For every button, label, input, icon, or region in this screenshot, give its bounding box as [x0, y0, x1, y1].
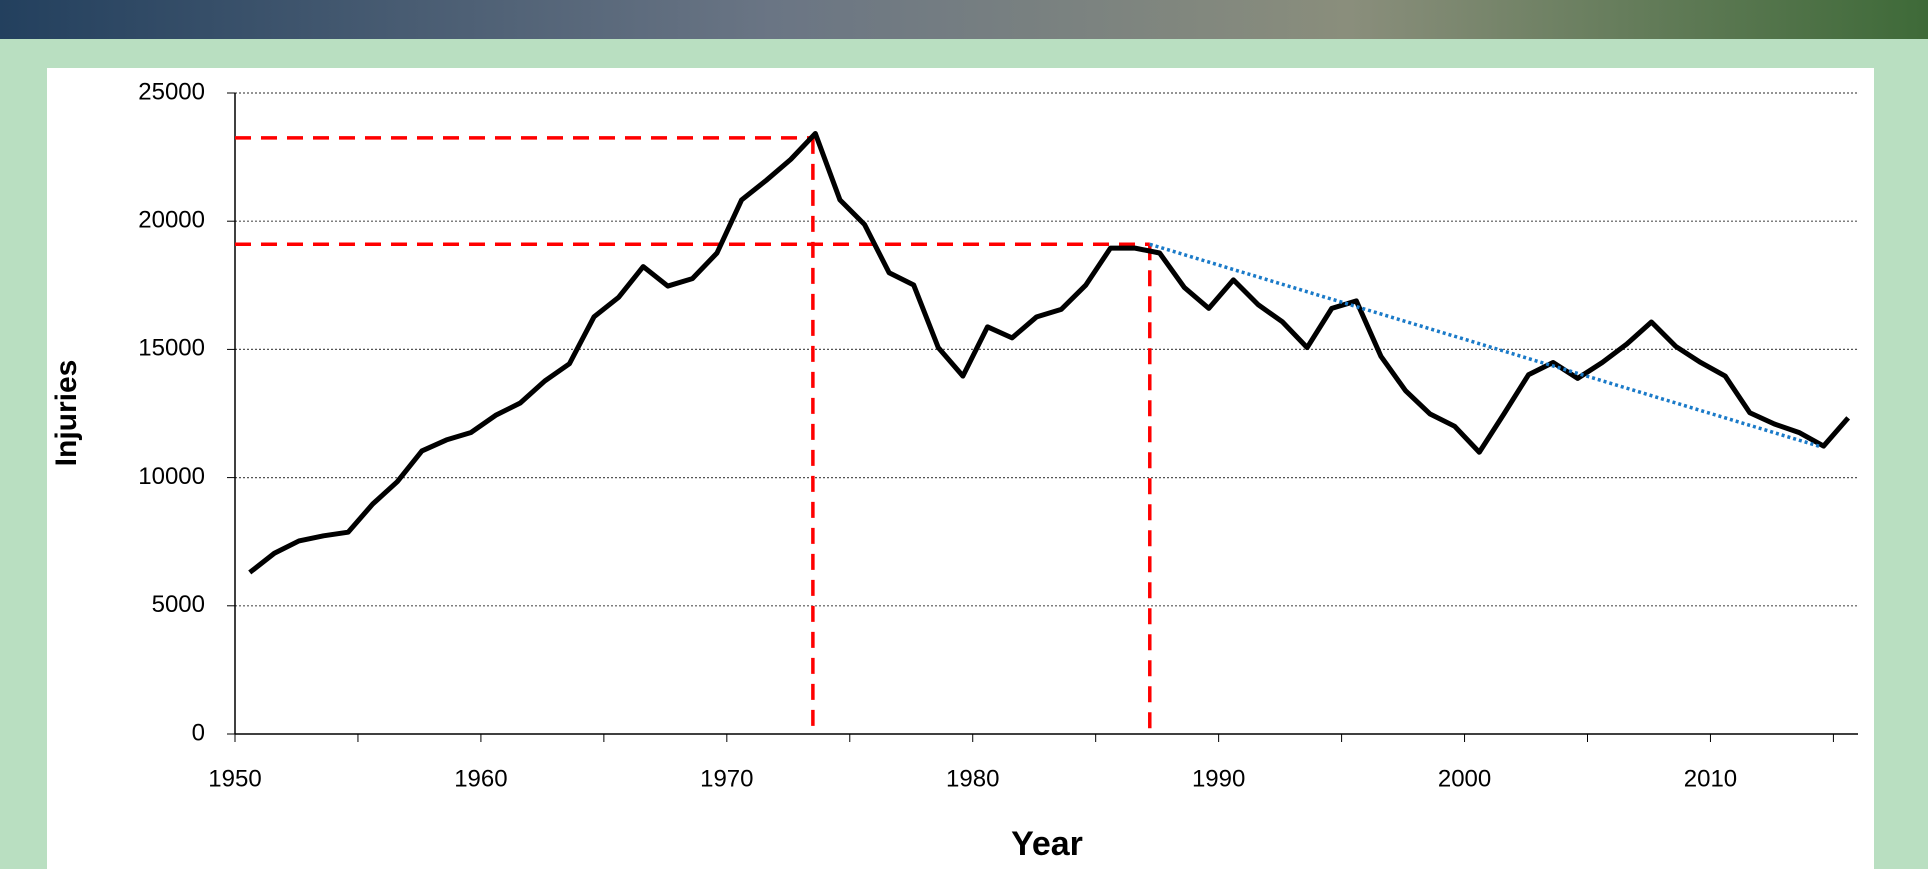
- y-tick-label: 10000: [138, 463, 205, 490]
- y-axis-title: Injuries: [50, 360, 83, 467]
- x-axis-title: Year: [1011, 825, 1083, 863]
- y-tick-label: 20000: [138, 207, 205, 234]
- x-tick-label: 1950: [208, 765, 261, 792]
- x-tick-label: 1970: [700, 765, 753, 792]
- x-tick-label: 1990: [1192, 765, 1245, 792]
- y-tick-label: 0: [192, 719, 205, 746]
- page: Year Injuries 0 5000 10000 15000 20000 25000 1…: [0, 0, 1928, 869]
- x-tick-label: 2010: [1684, 765, 1737, 792]
- y-tick-label: 25000: [138, 78, 205, 105]
- x-tick-label: 1960: [454, 765, 507, 792]
- header-photo: [0, 0, 1928, 39]
- chart: Year Injuries 0 5000 10000 15000 20000 25000 1…: [0, 0, 1928, 869]
- y-tick-label: 15000: [138, 335, 205, 362]
- x-tick-label: 2000: [1438, 765, 1491, 792]
- y-tick-label: 5000: [152, 591, 205, 618]
- x-tick-label: 1980: [946, 765, 999, 792]
- chart-panel: [47, 68, 1874, 869]
